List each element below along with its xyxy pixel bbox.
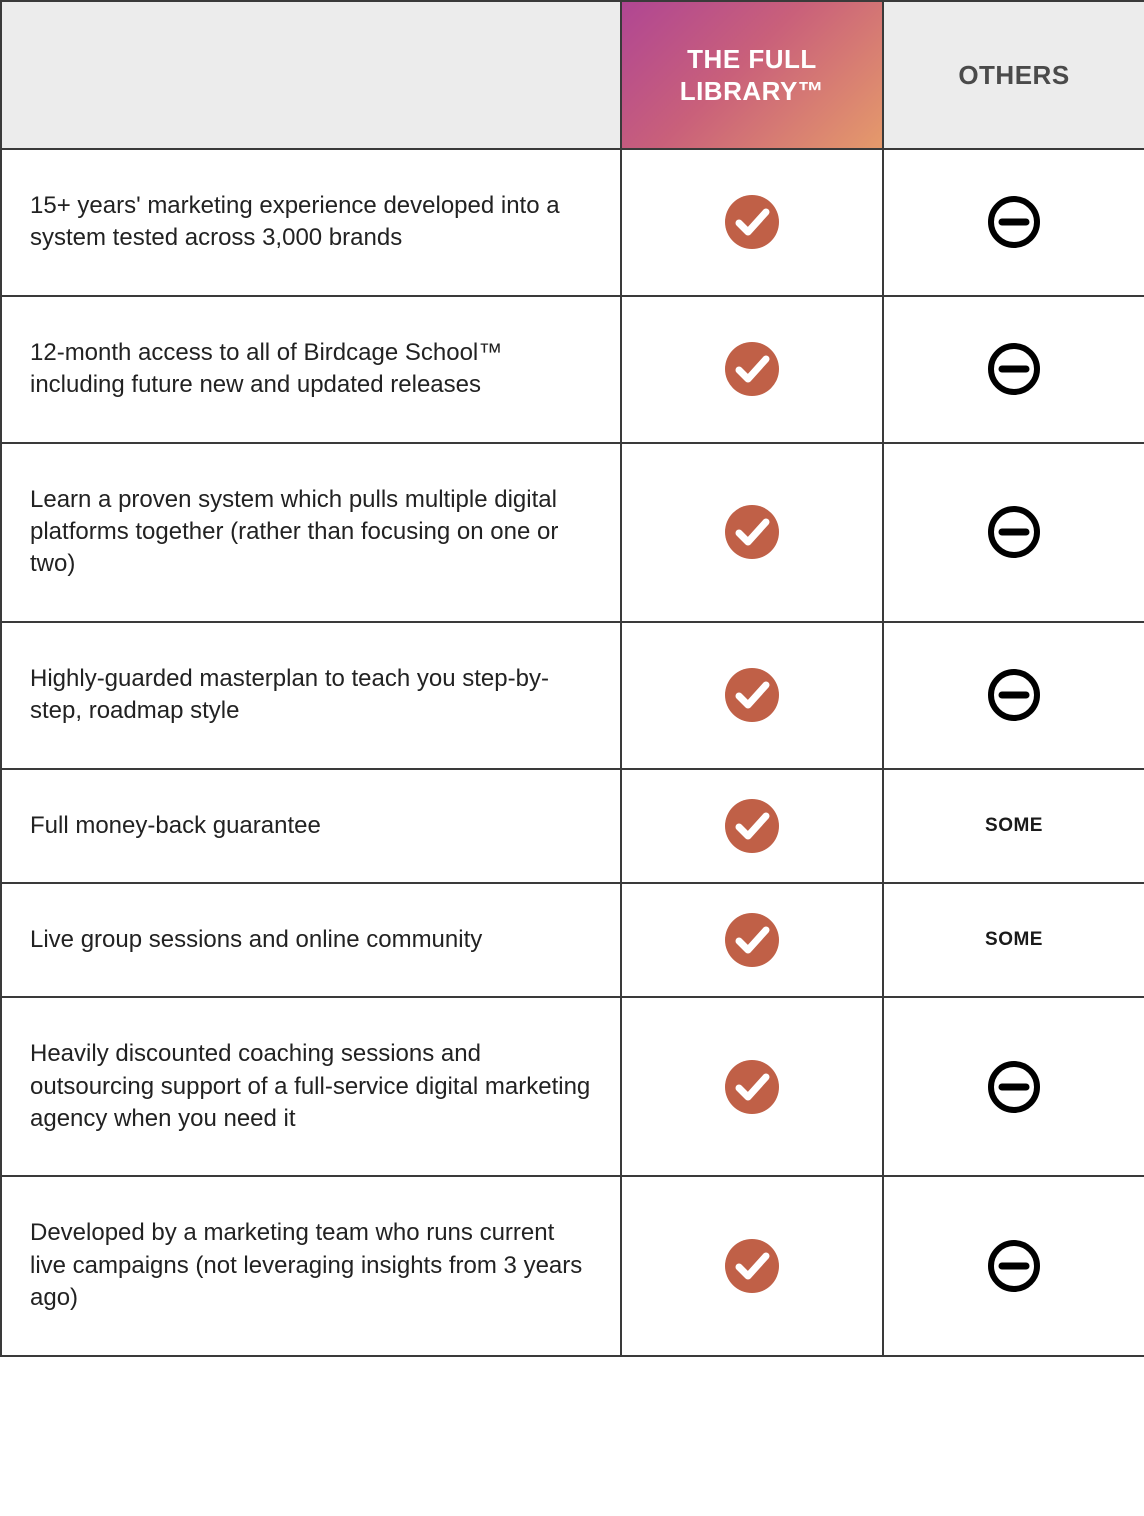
cell-check	[621, 883, 883, 997]
feature-cell: 12-month access to all of Birdcage Schoo…	[1, 296, 621, 443]
table-row: 15+ years' marketing experience develope…	[1, 149, 1144, 296]
cell-check	[621, 769, 883, 883]
header-full-label: THE FULL LIBRARY™	[680, 44, 825, 107]
feature-cell: Full money-back guarantee	[1, 769, 621, 883]
minus-icon	[987, 195, 1041, 249]
cell-check	[621, 443, 883, 622]
feature-text: Learn a proven system which pulls multip…	[30, 486, 558, 578]
feature-text: Full money-back guarantee	[30, 812, 321, 839]
check-icon	[725, 799, 779, 853]
feature-text: 15+ years' marketing experience develope…	[30, 192, 560, 251]
some-label: SOME	[985, 929, 1043, 950]
feature-cell: Learn a proven system which pulls multip…	[1, 443, 621, 622]
table-row: Highly-guarded masterplan to teach you s…	[1, 622, 1144, 769]
check-icon	[725, 505, 779, 559]
cell-minus	[883, 443, 1144, 622]
cell-check	[621, 149, 883, 296]
feature-text: Heavily discounted coaching sessions and…	[30, 1040, 590, 1132]
feature-cell: Highly-guarded masterplan to teach you s…	[1, 622, 621, 769]
cell-check	[621, 1176, 883, 1355]
cell-check	[621, 296, 883, 443]
feature-cell: Developed by a marketing team who runs c…	[1, 1176, 621, 1355]
comparison-table: THE FULL LIBRARY™ OTHERS 15+ years' mark…	[0, 0, 1144, 1357]
feature-cell: 15+ years' marketing experience develope…	[1, 149, 621, 296]
feature-text: 12-month access to all of Birdcage Schoo…	[30, 339, 502, 398]
check-icon	[725, 342, 779, 396]
cell-minus	[883, 997, 1144, 1176]
feature-text: Live group sessions and online community	[30, 926, 482, 953]
feature-text: Highly-guarded masterplan to teach you s…	[30, 665, 549, 724]
header-blank	[1, 1, 621, 149]
cell-minus	[883, 149, 1144, 296]
table-row: Developed by a marketing team who runs c…	[1, 1176, 1144, 1355]
table-row: Heavily discounted coaching sessions and…	[1, 997, 1144, 1176]
cell-check	[621, 622, 883, 769]
cell-check	[621, 997, 883, 1176]
minus-icon	[987, 342, 1041, 396]
feature-cell: Heavily discounted coaching sessions and…	[1, 997, 621, 1176]
minus-icon	[987, 668, 1041, 722]
header-full-library: THE FULL LIBRARY™	[621, 1, 883, 149]
comparison-table-wrap: THE FULL LIBRARY™ OTHERS 15+ years' mark…	[0, 0, 1144, 1357]
table-row: Live group sessions and online community…	[1, 883, 1144, 997]
check-icon	[725, 668, 779, 722]
check-icon	[725, 1239, 779, 1293]
feature-cell: Live group sessions and online community	[1, 883, 621, 997]
cell-some: SOME	[883, 769, 1144, 883]
table-row: Learn a proven system which pulls multip…	[1, 443, 1144, 622]
minus-icon	[987, 1239, 1041, 1293]
check-icon	[725, 913, 779, 967]
check-icon	[725, 195, 779, 249]
table-row: Full money-back guarantee SOME	[1, 769, 1144, 883]
header-row: THE FULL LIBRARY™ OTHERS	[1, 1, 1144, 149]
header-others: OTHERS	[883, 1, 1144, 149]
some-label: SOME	[985, 815, 1043, 836]
cell-some: SOME	[883, 883, 1144, 997]
cell-minus	[883, 296, 1144, 443]
check-icon	[725, 1060, 779, 1114]
feature-text: Developed by a marketing team who runs c…	[30, 1219, 582, 1311]
table-row: 12-month access to all of Birdcage Schoo…	[1, 296, 1144, 443]
header-others-label: OTHERS	[958, 60, 1069, 90]
minus-icon	[987, 1060, 1041, 1114]
cell-minus	[883, 622, 1144, 769]
cell-minus	[883, 1176, 1144, 1355]
minus-icon	[987, 505, 1041, 559]
